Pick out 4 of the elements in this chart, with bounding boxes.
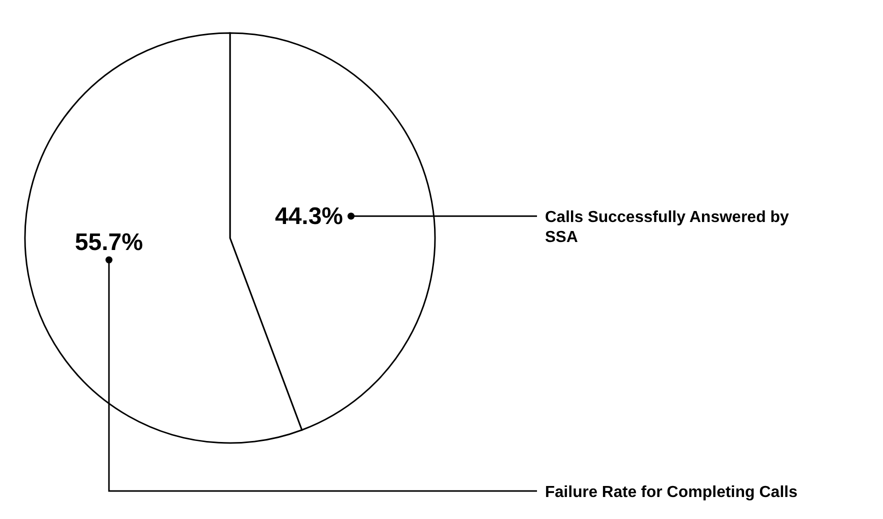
data-label: 44.3%: [274, 203, 344, 230]
data-label: 55.7%: [74, 228, 143, 256]
slice-label: Failure Rate for Completing Calls: [545, 484, 798, 501]
slice-label: Calls Successfully Answered by SSA: [545, 209, 790, 246]
